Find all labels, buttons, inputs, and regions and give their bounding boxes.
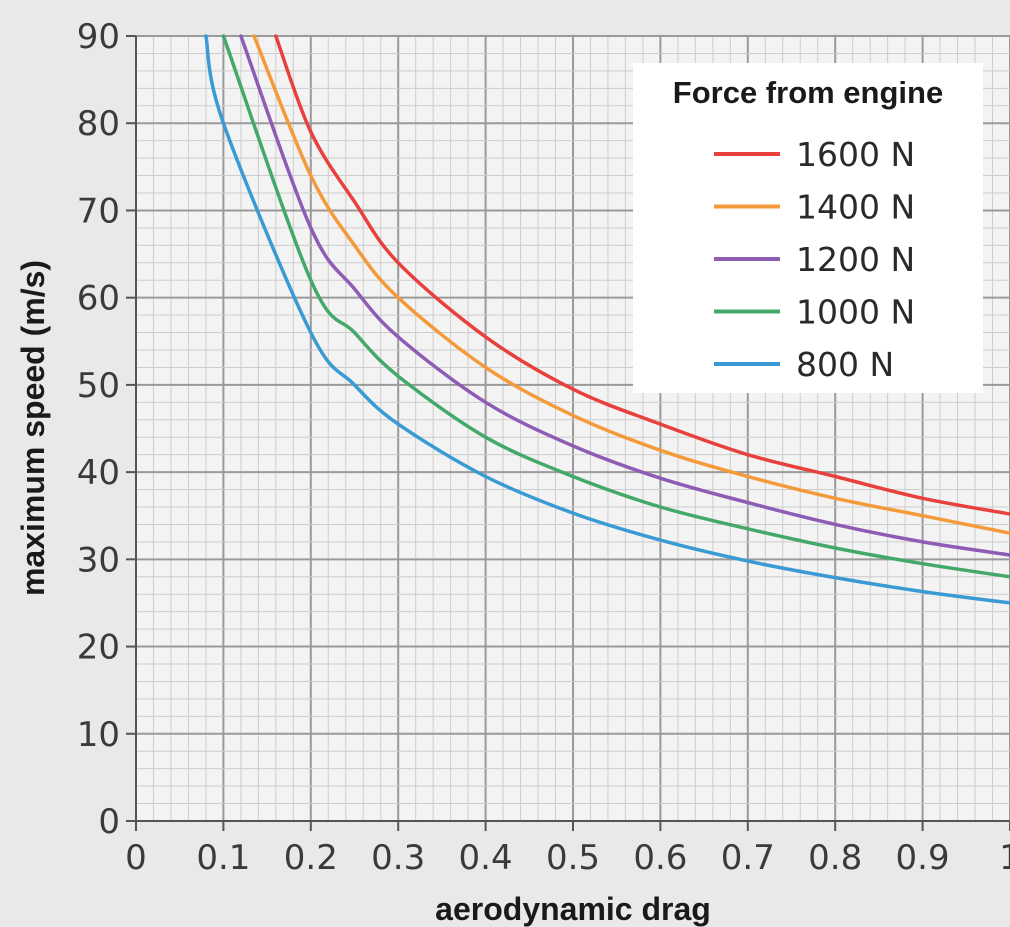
x-tick-label: 0 [125, 838, 147, 878]
y-tick-label: 30 [77, 540, 120, 580]
x-tick-label: 0.6 [633, 838, 687, 878]
x-tick-label: 0.1 [196, 838, 250, 878]
grid [135, 35, 1010, 822]
y-tick-label: 90 [77, 17, 120, 57]
legend-items: 1600 N 1400 N 1200 N 1000 N 800 N [714, 135, 915, 384]
x-tick-label: 0.4 [459, 838, 513, 878]
x-tick-label: 0.5 [546, 838, 600, 878]
x-axis-title: aerodynamic drag [435, 891, 711, 927]
y-tick-label: 10 [77, 715, 120, 755]
series-line-1600-n [274, 34, 1010, 516]
x-tick-label: 1 [999, 838, 1010, 878]
legend-label: 800 N [796, 345, 894, 384]
y-axis-title: maximum speed (m/s) [15, 260, 51, 596]
y-tick-label: 50 [77, 366, 120, 406]
legend-label: 1600 N [796, 135, 915, 174]
y-tick-label: 60 [77, 279, 120, 319]
legend-label: 1000 N [796, 293, 915, 332]
series-line-1000-n [221, 34, 1010, 579]
series-group [204, 34, 1010, 605]
x-tick-label: 0.8 [808, 838, 862, 878]
x-tick-label: 0.2 [284, 838, 338, 878]
y-tick-label: 80 [77, 104, 120, 144]
series-line-1200-n [239, 34, 1010, 557]
y-tick-label: 70 [77, 191, 120, 231]
legend-title: Force from engine [673, 75, 943, 110]
x-tick-label: 0.3 [371, 838, 425, 878]
x-tick-label: 0.9 [896, 838, 950, 878]
y-tick-label: 0 [98, 802, 120, 842]
legend-label: 1400 N [796, 188, 915, 227]
y-tick-label: 40 [77, 453, 120, 493]
series-line-800-n [204, 34, 1010, 605]
legend-box [633, 63, 983, 393]
series-line-1400-n [252, 34, 1010, 535]
legend-label: 1200 N [796, 240, 915, 279]
y-tick-label: 20 [77, 628, 120, 668]
x-tick-label: 0.7 [721, 838, 775, 878]
tick-labels: 00.10.20.30.40.50.60.70.80.9101020304050… [77, 17, 1010, 878]
legend: Force from engine 1600 N 1400 N 1200 N 1000… [633, 63, 983, 393]
